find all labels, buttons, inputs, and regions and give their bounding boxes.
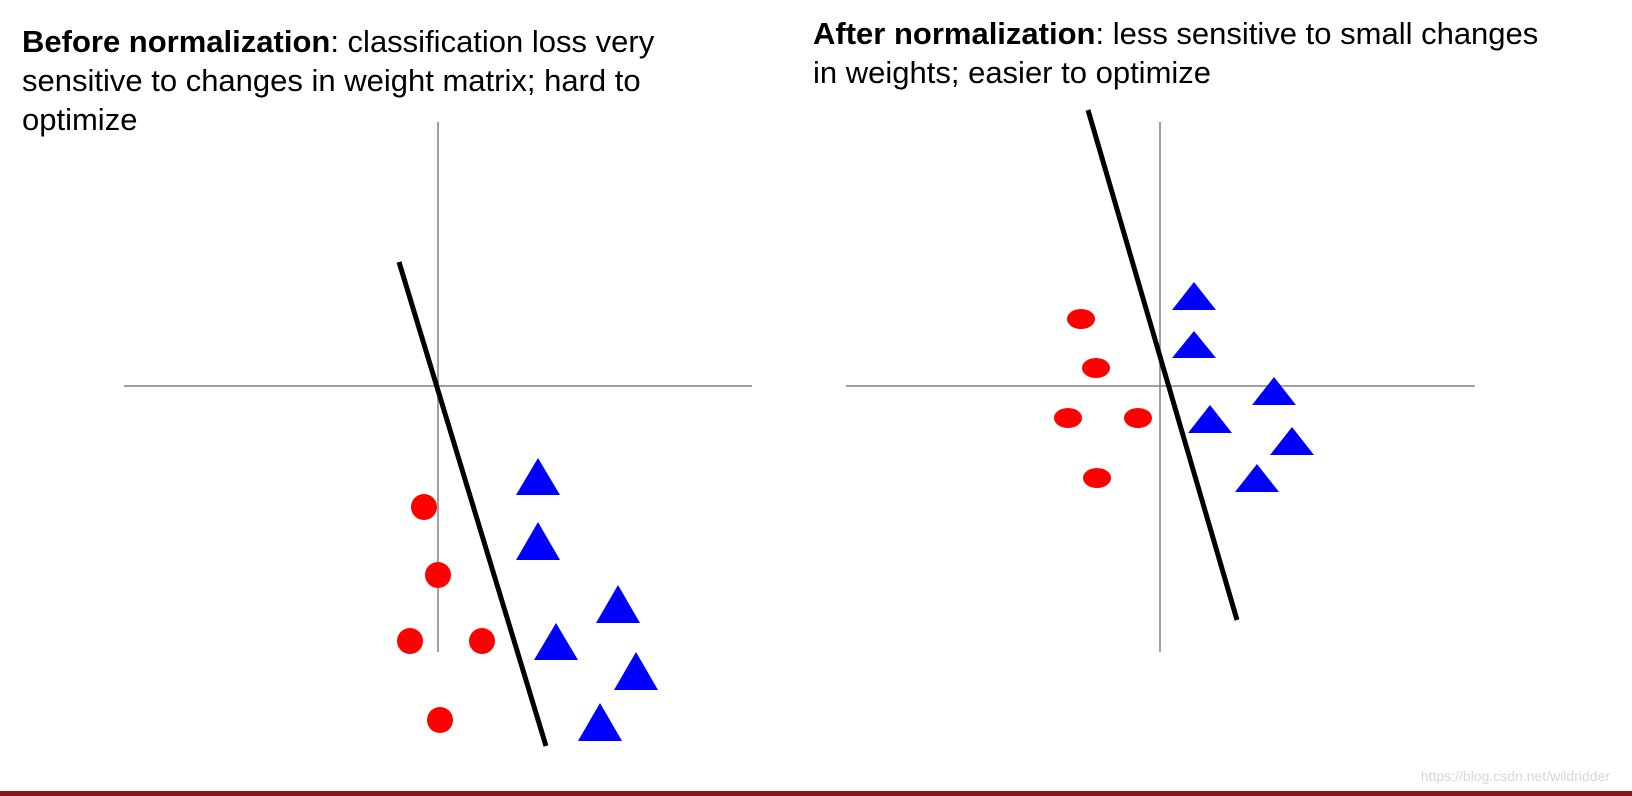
blue-triangle <box>516 458 560 495</box>
blue-triangle <box>1188 405 1232 433</box>
red-point <box>427 707 453 733</box>
decision-boundary <box>396 261 549 747</box>
footer-bar <box>0 791 1632 796</box>
caption-text: : classification loss very sensitive to … <box>22 24 655 137</box>
blue-triangle <box>1270 427 1314 455</box>
red-point <box>1124 408 1152 428</box>
caption-bold: Before normalization <box>22 24 331 59</box>
blue-triangle <box>578 703 622 741</box>
before-normalization-caption: Before normalization: classification los… <box>22 22 742 139</box>
blue-triangle <box>614 652 658 690</box>
blue-triangle <box>596 585 640 623</box>
before-plot <box>124 122 752 747</box>
caption-bold: After normalization <box>813 16 1096 51</box>
watermark: https://blog.csdn.net/wildridder <box>1420 768 1610 784</box>
red-point <box>1054 408 1082 428</box>
blue-triangle <box>1252 377 1296 405</box>
red-point <box>425 562 451 588</box>
red-point <box>411 494 437 520</box>
red-point <box>397 628 423 654</box>
red-point <box>1082 358 1110 378</box>
after-plot <box>846 109 1475 652</box>
after-normalization-caption: After normalization: less sensitive to s… <box>813 14 1553 92</box>
red-point <box>1083 468 1111 488</box>
decision-boundary <box>1085 109 1240 621</box>
blue-triangle <box>1172 282 1216 310</box>
blue-triangle <box>1172 331 1216 358</box>
caption-text: : less sensitive to small changes in wei… <box>813 16 1539 90</box>
blue-triangle <box>534 623 578 660</box>
red-point <box>1067 309 1095 329</box>
blue-triangle <box>516 522 560 560</box>
red-point <box>469 628 495 654</box>
blue-triangle <box>1235 464 1279 492</box>
